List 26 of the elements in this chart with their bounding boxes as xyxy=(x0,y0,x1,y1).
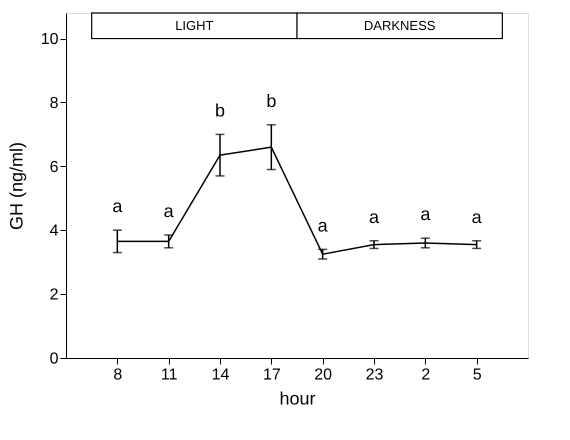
x-tick-label: 2 xyxy=(421,366,430,384)
annotation: a xyxy=(112,196,124,216)
x-axis-title: hour xyxy=(279,388,316,408)
annotation: a xyxy=(164,201,175,222)
annotation: a xyxy=(420,204,432,224)
x-tick-label: 23 xyxy=(366,366,384,384)
x-tick-label: 5 xyxy=(472,366,482,384)
y-tick-label: 6 xyxy=(50,158,59,176)
y-tick-label: 4 xyxy=(50,222,59,240)
y-axis-title: GH (ng/ml) xyxy=(6,142,27,230)
y-tick-label: 8 xyxy=(50,94,59,112)
y-tick-label: 2 xyxy=(50,286,59,304)
y-tick-label: 0 xyxy=(50,350,59,368)
annotation: a xyxy=(318,215,329,236)
x-tick-label: 20 xyxy=(314,366,332,384)
band-label: DARKNESS xyxy=(364,18,436,33)
band-label: LIGHT xyxy=(175,18,214,33)
annotation: a xyxy=(368,206,380,227)
x-tick-label: 14 xyxy=(212,366,230,384)
annotation: b xyxy=(214,100,226,120)
annotation: b xyxy=(266,90,276,111)
x-tick-label: 8 xyxy=(113,366,122,384)
y-tick-label: 10 xyxy=(40,31,59,48)
annotation: a xyxy=(472,206,483,227)
x-tick-label: 11 xyxy=(160,366,178,384)
x-tick-label: 17 xyxy=(262,366,281,384)
